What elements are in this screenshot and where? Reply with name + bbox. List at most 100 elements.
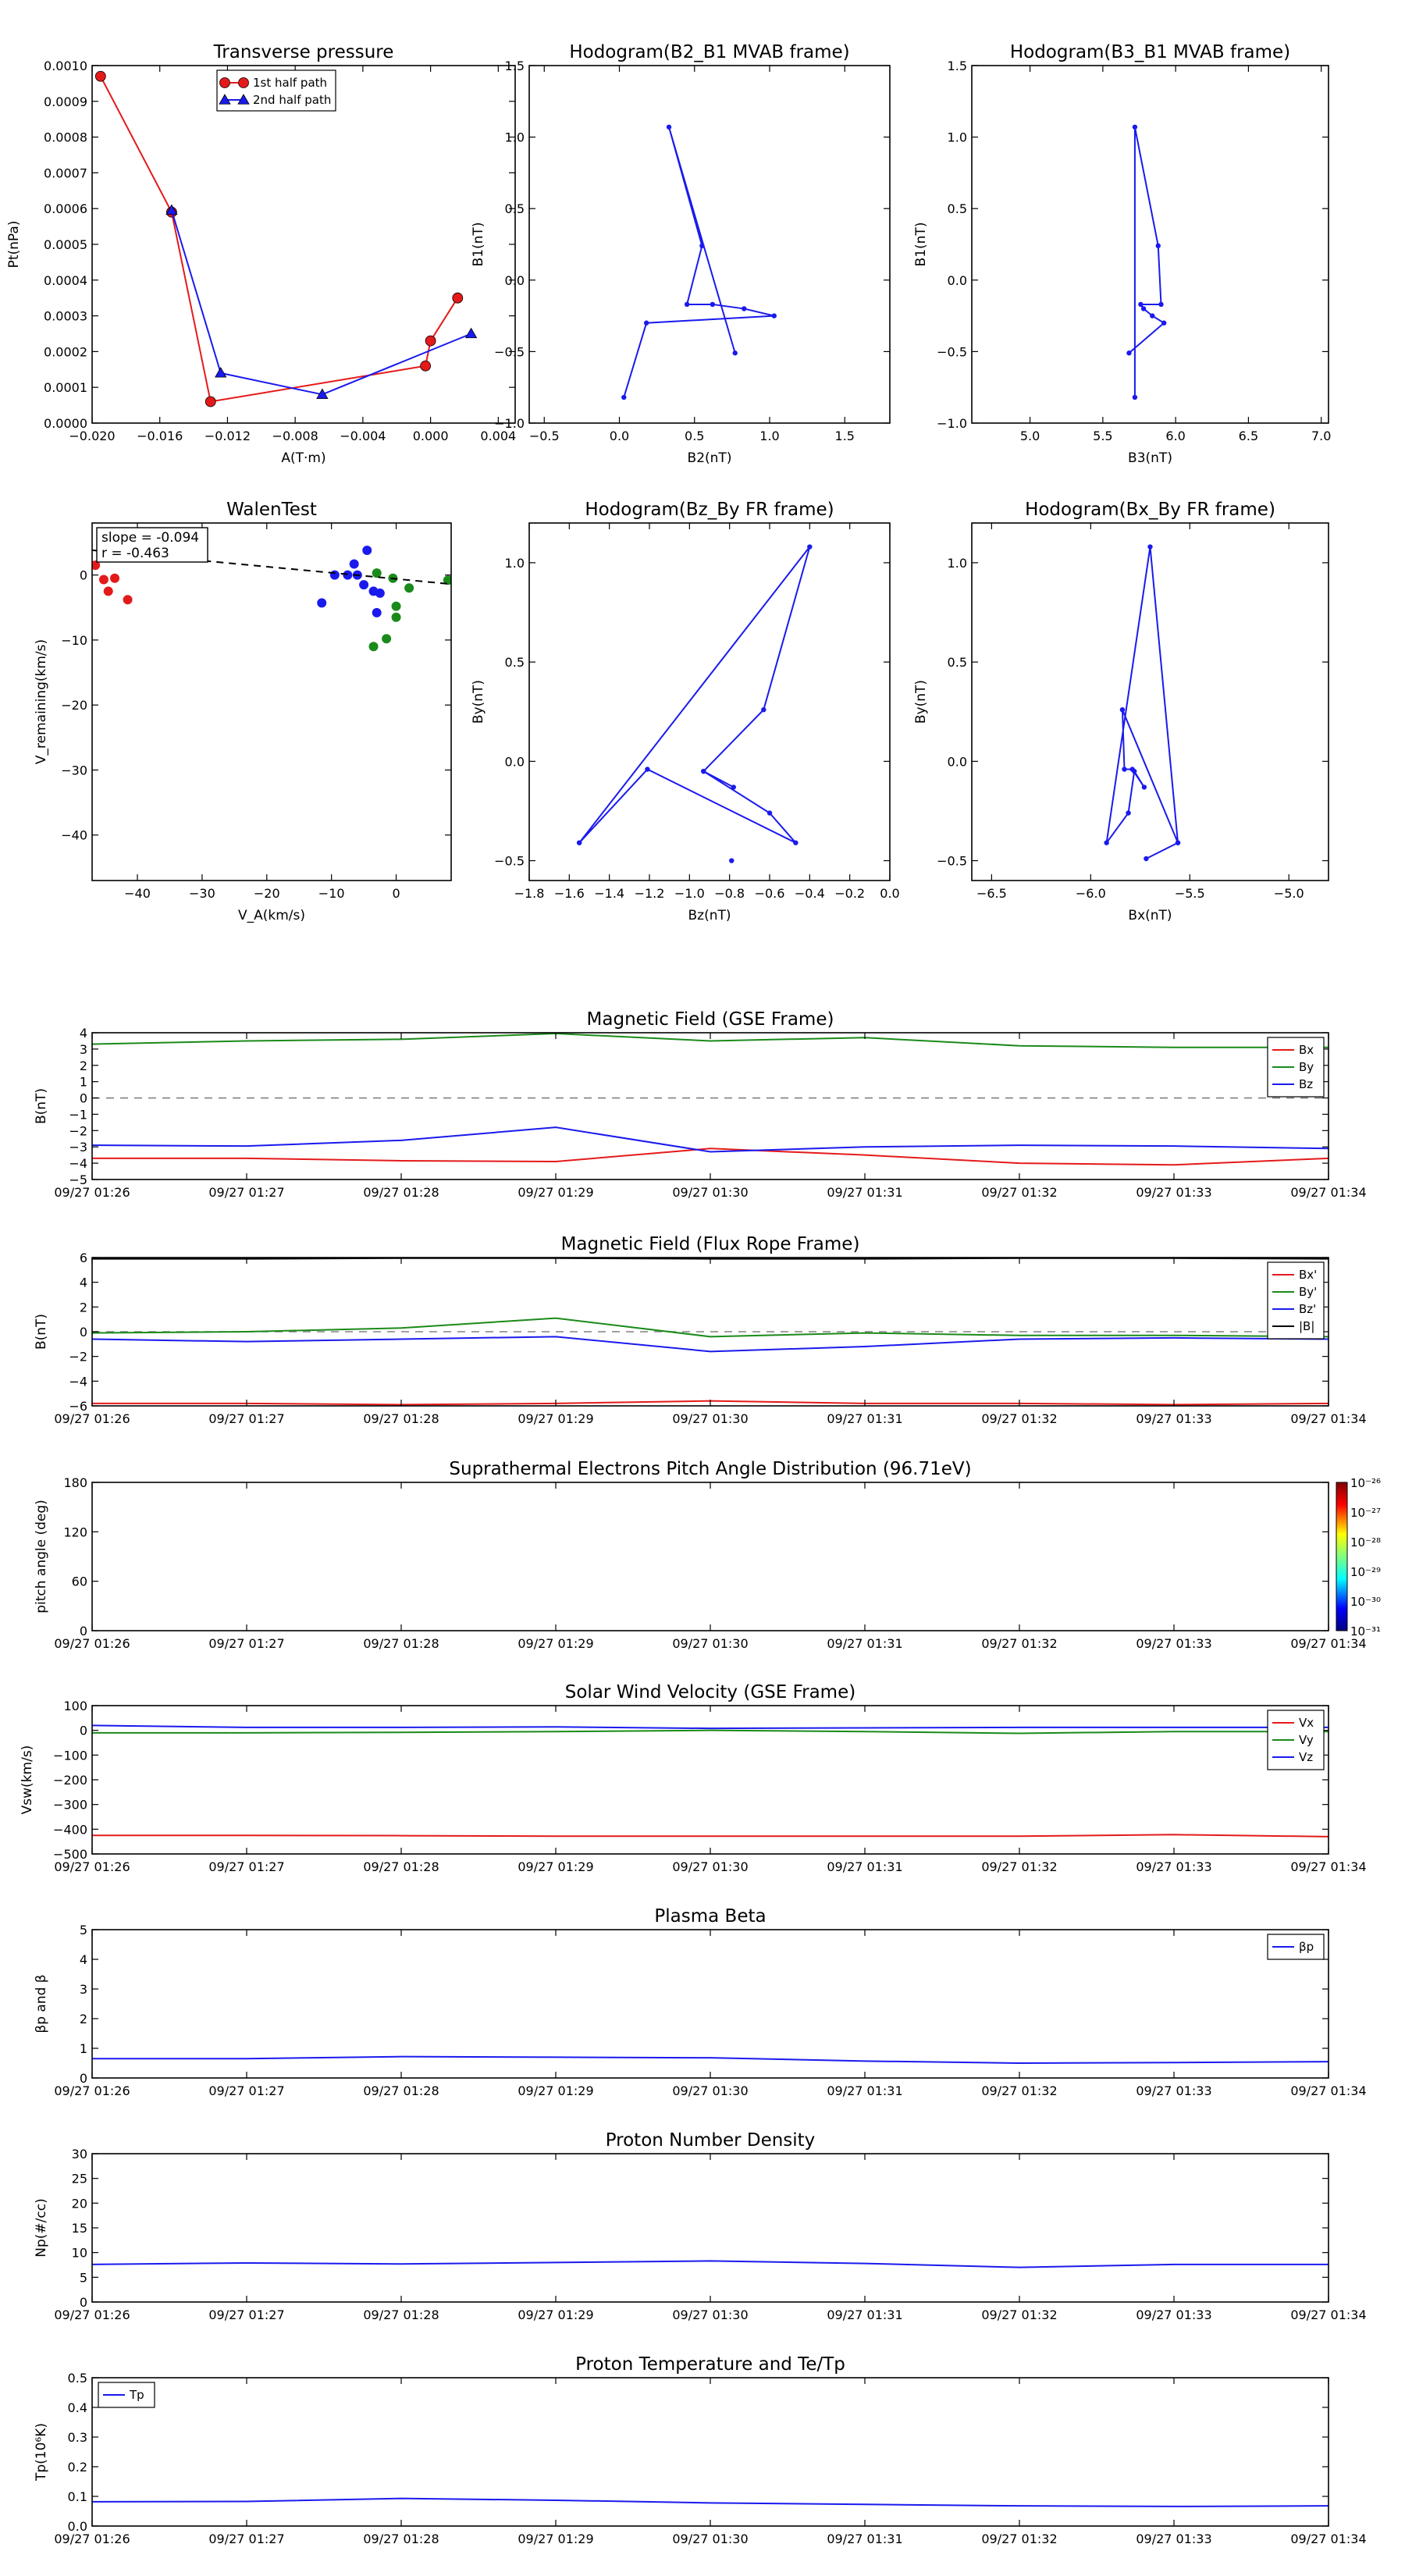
time-tick-label: 09/27 01:32 bbox=[981, 2307, 1057, 2322]
colorbar-tick-label: 10⁻²⁹ bbox=[1350, 1565, 1381, 1579]
x-tick-label: −5.0 bbox=[1274, 886, 1304, 901]
series-line-1 bbox=[170, 210, 472, 396]
x-tick-label: −6.0 bbox=[1076, 886, 1106, 901]
y-tick-label: 0 bbox=[80, 1091, 87, 1106]
data-point-1-1 bbox=[329, 570, 340, 580]
data-point-2-4 bbox=[391, 601, 401, 611]
plot-area bbox=[972, 66, 1329, 423]
data-point-0-5 bbox=[684, 301, 690, 308]
y-tick-label: 0.0 bbox=[68, 2519, 87, 2534]
time-tick-label: 09/27 01:33 bbox=[1136, 1411, 1211, 1426]
y-tick-label: 0.0006 bbox=[44, 201, 87, 216]
data-point-0-7 bbox=[1126, 810, 1131, 816]
x-tick-label: −1.4 bbox=[594, 886, 624, 901]
data-point-0-1 bbox=[1132, 124, 1138, 130]
x-tick-label: −0.8 bbox=[714, 886, 745, 901]
slope-annotation: slope = -0.094 bbox=[101, 530, 199, 546]
legend-box bbox=[216, 69, 336, 112]
x-tick-label: −6.5 bbox=[976, 886, 1007, 901]
plot-layer bbox=[621, 124, 777, 400]
data-point-1-0 bbox=[165, 204, 178, 215]
y-tick-label: 0 bbox=[80, 1325, 87, 1340]
y-axis-label: By(nT) bbox=[471, 680, 486, 724]
chart-title: Hodogram(Bz_By FR frame) bbox=[585, 500, 834, 520]
walen-chart: WalenTest −40 −30 −20 −10 0 −40 −30 −20 −10 0 V_A(k… bbox=[34, 500, 452, 923]
x-tick-label: −1.8 bbox=[514, 886, 545, 901]
x-tick-label: 0.000 bbox=[413, 429, 449, 443]
chart-title: Suprathermal Electrons Pitch Angle Distr… bbox=[449, 1459, 971, 1479]
chart-title: Proton Temperature and Te/Tp bbox=[575, 2354, 845, 2375]
x-tick-label: −0.020 bbox=[69, 429, 115, 443]
hodo4-axes-frame bbox=[971, 522, 1329, 881]
hodo1-axes-frame bbox=[528, 65, 891, 424]
data-point-0-7 bbox=[1161, 320, 1167, 326]
time-tick-label: 09/27 01:28 bbox=[363, 1859, 439, 1874]
plot-layer bbox=[1104, 544, 1181, 862]
y-tick-label: −0.5 bbox=[937, 344, 967, 359]
data-point-0-5 bbox=[1140, 306, 1147, 311]
plot-layer bbox=[92, 2055, 1329, 2065]
x-axis-label: Bz(nT) bbox=[688, 908, 731, 923]
data-point-0-2 bbox=[205, 396, 216, 407]
data-point-0-5 bbox=[1141, 785, 1147, 790]
legend-label: 2nd half path bbox=[253, 93, 331, 107]
time-tick-label: 09/27 01:32 bbox=[981, 1636, 1057, 1651]
x-axis-label: V_A(km/s) bbox=[238, 908, 305, 923]
bgse-chart: Magnetic Field (GSE Frame) −5−4−3 −2−101 2 3… bbox=[34, 1009, 1367, 1200]
legend-label: Vx bbox=[1299, 1716, 1314, 1730]
data-point-2-5 bbox=[391, 612, 401, 622]
chart-title: Hodogram(B2_B1 MVAB frame) bbox=[569, 42, 849, 62]
colorbar-tick-label: 10⁻³⁰ bbox=[1350, 1595, 1381, 1609]
data-point-0-1 bbox=[807, 544, 813, 550]
r-annotation: r = -0.463 bbox=[101, 546, 169, 561]
y-tick-label: 1.0 bbox=[948, 556, 967, 571]
beta-chart: Plasma Beta 0 1 2 3 4 5 09/27 01:26 09/27 01:27 0… bbox=[34, 1906, 1367, 2098]
series-line-By bbox=[92, 1033, 1329, 1048]
y-tick-label: −0.5 bbox=[494, 854, 525, 869]
time-tick-label: 09/27 01:29 bbox=[518, 1185, 593, 1200]
data-point-1-9 bbox=[375, 588, 385, 598]
time-tick-label: 09/27 01:28 bbox=[363, 2307, 439, 2322]
x-tick-label: −40 bbox=[124, 886, 151, 901]
colorbar-tick-label: 10⁻²⁸ bbox=[1350, 1535, 1381, 1550]
time-tick-label: 09/27 01:29 bbox=[518, 1411, 593, 1426]
x-tick-label: −0.4 bbox=[795, 886, 825, 901]
y-tick-label: 0.2 bbox=[68, 2460, 87, 2475]
time-tick-label: 09/27 01:29 bbox=[518, 2083, 593, 2098]
x-tick-label: 5.0 bbox=[1020, 429, 1040, 443]
walen-axes-frame bbox=[91, 522, 452, 881]
y-tick-label: 0.0001 bbox=[44, 380, 87, 395]
series-line-0 bbox=[578, 546, 811, 844]
data-point-0-5 bbox=[452, 292, 464, 304]
legend-marker bbox=[237, 94, 250, 105]
time-tick-label: 09/27 01:26 bbox=[54, 1411, 130, 1426]
chart-title: Transverse pressure bbox=[213, 42, 394, 62]
data-point-0-6 bbox=[767, 810, 773, 816]
data-point-0-10 bbox=[1175, 840, 1181, 845]
hodo2-axes-frame bbox=[971, 65, 1329, 424]
time-tick-label: 09/27 01:31 bbox=[827, 2307, 902, 2322]
time-tick-label: 09/27 01:33 bbox=[1136, 2083, 1211, 2098]
plot-area bbox=[92, 1930, 1329, 2078]
x-tick-label: −0.5 bbox=[529, 429, 560, 443]
y-tick-label: 0.5 bbox=[505, 201, 525, 216]
plot-layer bbox=[576, 544, 813, 863]
time-tick-label: 09/27 01:28 bbox=[363, 2532, 439, 2546]
legend-label: By' bbox=[1299, 1285, 1317, 1299]
y-tick-label: 0 bbox=[80, 1624, 87, 1638]
time-tick-label: 09/27 01:26 bbox=[54, 1185, 130, 1200]
data-point-1-8 bbox=[372, 607, 382, 617]
data-point-0-9 bbox=[576, 840, 582, 845]
time-tick-label: 09/27 01:32 bbox=[981, 1411, 1057, 1426]
y-tick-label: 3 bbox=[80, 1982, 87, 1997]
y-tick-label: 0.3 bbox=[68, 2430, 87, 2445]
y-tick-label: 0.0003 bbox=[44, 309, 87, 324]
y-tick-label: −500 bbox=[53, 1847, 87, 1862]
y-tick-label: −1.0 bbox=[494, 416, 525, 431]
y-tick-label: 0.5 bbox=[505, 655, 525, 670]
y-tick-label: 100 bbox=[63, 1699, 87, 1713]
data-point-0-4 bbox=[731, 785, 736, 790]
time-tick-label: 09/27 01:34 bbox=[1290, 2307, 1366, 2322]
y-tick-label: −3 bbox=[69, 1140, 87, 1155]
y-tick-label: 5 bbox=[80, 2270, 87, 2285]
